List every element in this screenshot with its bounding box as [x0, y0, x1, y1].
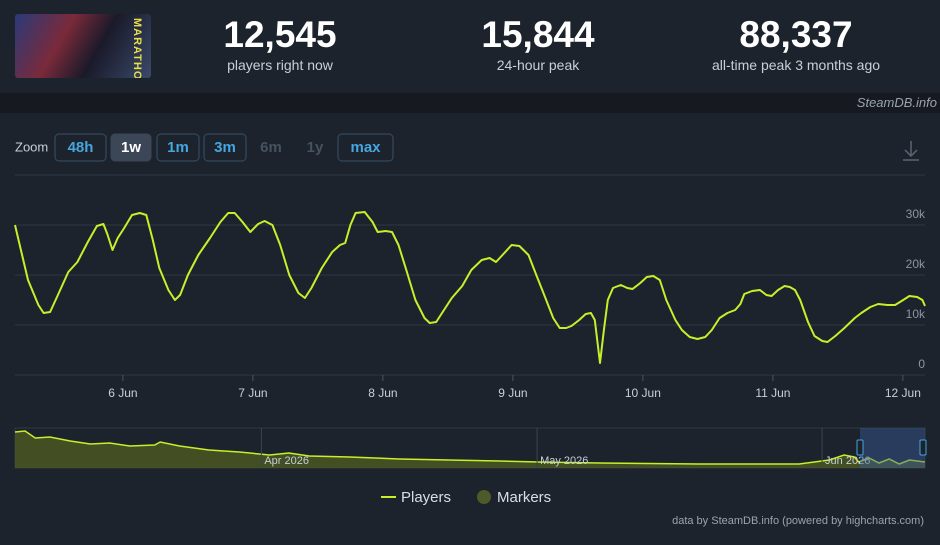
stat-value: 88,337: [739, 14, 853, 55]
zoom-button: 1y: [307, 139, 324, 156]
navigator-tick-label: May 2026: [540, 455, 588, 467]
x-tick-label: 9 Jun: [498, 386, 527, 400]
y-tick-label: 20k: [906, 257, 926, 271]
y-tick-label: 10k: [906, 307, 926, 321]
navigator-tick-label: Jun 2026: [825, 455, 870, 467]
zoom-button-box: [156, 133, 200, 162]
y-tick-label: 30k: [906, 207, 926, 221]
source: SteamDB.info: [856, 95, 937, 110]
zoom-button-label: 1y: [307, 139, 324, 156]
thumbnail-title: MARATHON: [131, 18, 143, 78]
zoom-button-label: 48h: [68, 139, 94, 156]
x-tick-label: 8 Jun: [368, 386, 397, 400]
legend: Players Markers: [381, 489, 551, 506]
x-tick-label: 10 Jun: [625, 386, 661, 400]
navigator-area: [15, 431, 925, 468]
chart-panel: [0, 113, 940, 545]
x-tick-label: 12 Jun: [885, 386, 921, 400]
x-tick-label: 11 Jun: [755, 386, 790, 400]
zoom-button[interactable]: max: [337, 133, 394, 162]
line: [14, 211, 926, 364]
zoom-button[interactable]: 1m: [156, 133, 200, 162]
summary-panel: MARATHON 12,545 players right now 15,844 2…: [0, 0, 940, 93]
zoom-button-box: [54, 133, 107, 162]
credits: data by SteamDB.info (powered by highcha…: [672, 515, 924, 527]
game-thumbnail: MARATHON: [15, 14, 151, 78]
legend-swatch: [477, 490, 491, 504]
zoom-button-label: 1m: [167, 139, 189, 156]
zoom-button-label: max: [350, 139, 381, 156]
y-tick-label: 0: [918, 357, 925, 371]
zoom-button[interactable]: 1w: [110, 133, 152, 162]
stat-value: 15,844: [481, 14, 595, 55]
zoom-button-label: 3m: [214, 139, 236, 156]
legend-label: Players: [401, 489, 451, 506]
stat-label: all-time peak 3 months ago: [711, 57, 881, 73]
zoom-button[interactable]: 48h: [54, 133, 107, 162]
zoom-button-box: [337, 133, 394, 162]
navigator-line: [14, 430, 926, 465]
navigator-handle[interactable]: [919, 439, 927, 456]
legend-label: Markers: [497, 489, 551, 506]
zoom-button-box: [110, 133, 152, 162]
stat: 15,844 24-hour peak: [408, 14, 668, 74]
navigator-handle[interactable]: [856, 439, 864, 456]
stat-label: 24-hour peak: [496, 57, 580, 73]
zoom-button: 6m: [260, 139, 282, 156]
x-tick-label: 6 Jun: [108, 386, 137, 400]
zoom-button-box: [203, 133, 247, 162]
zoom-button-label: 6m: [260, 139, 282, 156]
stat-value: 12,545: [223, 14, 337, 55]
stat: 12,545 players right now: [150, 14, 410, 74]
stat-label: players right now: [227, 57, 333, 73]
zoom-label: Zoom: [15, 139, 48, 154]
navigator-window: [860, 428, 925, 468]
x-tick-label: 7 Jun: [238, 386, 267, 400]
download-icon[interactable]: [903, 141, 919, 161]
zoom-button-label: 1w: [121, 139, 141, 156]
stat: 88,337 all-time peak 3 months ago: [666, 14, 926, 74]
zoom-button[interactable]: 3m: [203, 133, 247, 162]
navigator-tick-label: Apr 2026: [264, 455, 309, 467]
